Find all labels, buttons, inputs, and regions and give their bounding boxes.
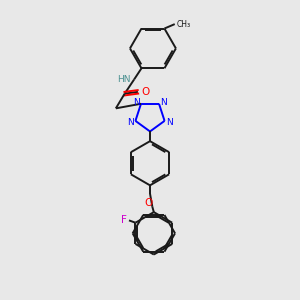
Text: N: N [133,98,140,107]
Text: CH₃: CH₃ [176,20,190,28]
Text: N: N [166,118,172,127]
Text: F: F [121,215,127,225]
Text: N: N [160,98,167,107]
Text: N: N [128,118,134,127]
Text: O: O [144,198,153,208]
Text: HN: HN [117,75,130,84]
Text: O: O [142,87,150,97]
